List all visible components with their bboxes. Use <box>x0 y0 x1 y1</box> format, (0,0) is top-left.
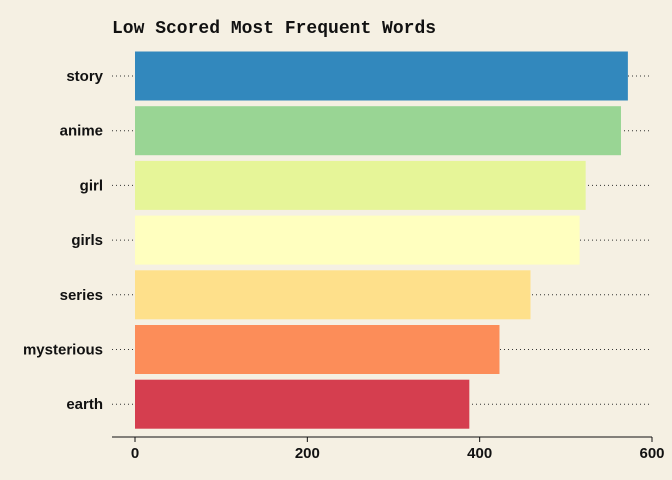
x-tick-label: 400 <box>467 445 492 462</box>
bar-girls <box>135 215 580 265</box>
chart-title: Low Scored Most Frequent Words <box>112 19 436 39</box>
category-label: girl <box>80 177 103 194</box>
x-tick-label: 0 <box>131 445 139 462</box>
bars <box>135 51 628 429</box>
bar-anime <box>135 106 621 156</box>
x-axis: 0 200 400 600 <box>112 436 665 462</box>
category-label: mysterious <box>23 342 103 359</box>
x-tick-label: 600 <box>639 445 664 462</box>
category-label: anime <box>60 123 103 140</box>
category-label: girls <box>71 232 103 249</box>
category-label: story <box>66 68 103 85</box>
bar-girl <box>135 160 586 210</box>
category-labels: story anime girl girls series mysterious earth <box>23 68 104 413</box>
bar-series <box>135 270 531 320</box>
x-tick-label: 200 <box>295 445 320 462</box>
bar-story <box>135 51 628 101</box>
category-label: earth <box>66 396 103 413</box>
bar-mysterious <box>135 325 500 374</box>
bar-earth <box>135 379 470 429</box>
category-label: series <box>60 287 103 304</box>
